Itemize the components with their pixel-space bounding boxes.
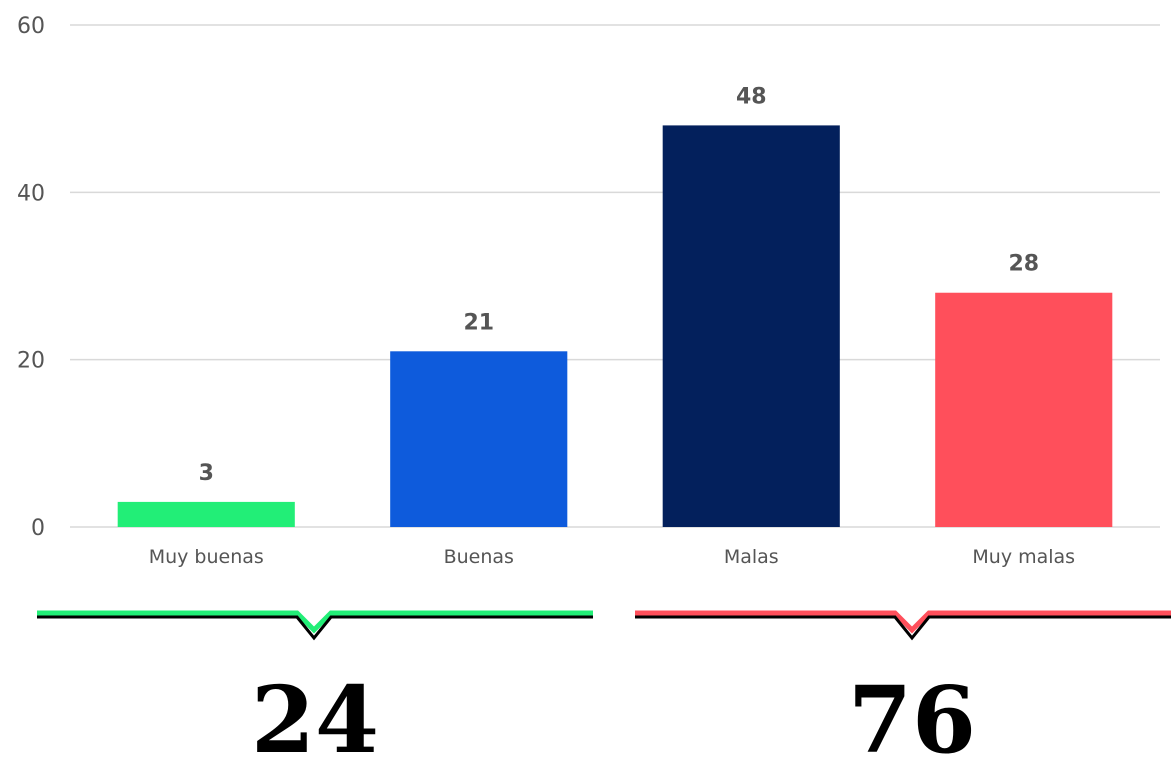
category-label: Muy malas	[972, 546, 1075, 568]
data-label: 3	[199, 461, 214, 486]
bar-buenas	[390, 351, 568, 527]
group-bracket-negative: 76	[635, 610, 1171, 761]
bar-malas	[662, 125, 840, 528]
bars	[117, 125, 1113, 528]
bar-muy-malas	[935, 292, 1113, 527]
category-labels: Muy buenas Buenas Malas Muy malas	[149, 546, 1075, 568]
bracket-positive-color-line	[37, 610, 593, 634]
category-label: Muy buenas	[149, 546, 264, 568]
data-label: 48	[736, 84, 767, 109]
total-negative: 76	[848, 666, 976, 761]
y-axis-ticks: 0 20 40 60	[17, 14, 45, 541]
data-label: 28	[1008, 252, 1039, 277]
data-label: 21	[463, 310, 494, 335]
bracket-positive-shadow-line	[37, 615, 593, 641]
bracket-negative-color-line	[635, 610, 1171, 634]
data-labels: 3 21 48 28	[199, 84, 1039, 486]
bracket-negative-shadow-line	[635, 615, 1171, 641]
group-bracket-positive: 24	[37, 610, 593, 761]
y-tick-label: 40	[17, 181, 45, 206]
total-positive: 24	[251, 666, 379, 761]
bar-muy-buenas	[117, 501, 295, 527]
category-label: Buenas	[444, 546, 514, 568]
y-tick-label: 20	[17, 349, 45, 374]
category-label: Malas	[724, 546, 779, 568]
y-tick-label: 60	[17, 14, 45, 39]
y-tick-label: 0	[31, 516, 45, 541]
